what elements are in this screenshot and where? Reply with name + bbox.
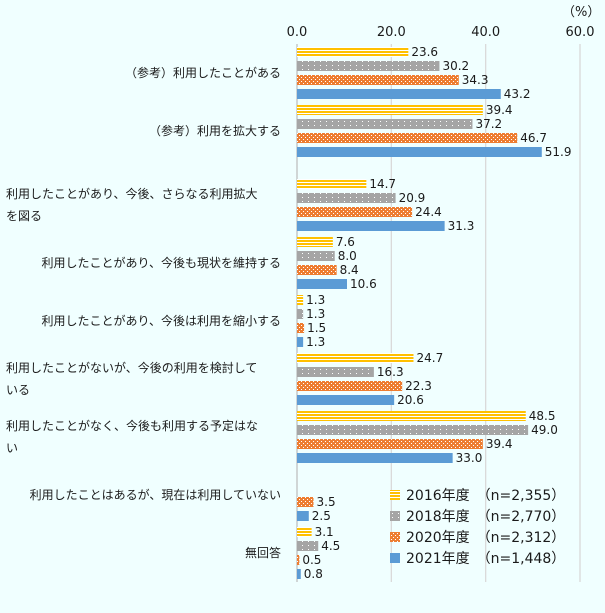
data-label: 3.5: [317, 495, 336, 509]
bar: [297, 453, 453, 463]
data-label: 46.7: [520, 131, 547, 145]
data-label: 8.4: [340, 263, 359, 277]
data-label: 1.3: [306, 307, 325, 321]
data-label: 0.8: [304, 567, 323, 581]
bar: [297, 119, 473, 129]
bar: [297, 497, 314, 507]
category-label: （参考）利用を拡大する: [149, 123, 281, 138]
bar: [297, 395, 395, 405]
category-label: を図る: [6, 209, 42, 223]
data-label: 8.0: [338, 249, 357, 263]
data-label: 39.4: [486, 437, 513, 451]
bar: [297, 193, 396, 203]
data-label: 49.0: [531, 423, 558, 437]
category-label: 利用したことがあり、今後、さらなる利用拡大: [6, 186, 258, 201]
bar: [297, 541, 319, 551]
x-tick-label: 20.0: [377, 25, 406, 40]
bar: [297, 381, 403, 391]
data-label: 1.3: [306, 335, 325, 349]
category-label: いる: [6, 383, 30, 397]
bar: [297, 555, 300, 565]
legend-label: 2018年度 （n=2,770）: [406, 509, 565, 525]
bar: [297, 89, 501, 99]
category-label: 利用したことがあり、今後は利用を縮小する: [41, 313, 281, 328]
bar: [297, 295, 304, 305]
legend-label: 2016年度 （n=2,355）: [406, 488, 565, 504]
data-label: 24.7: [417, 351, 444, 365]
x-tick-label: 0.0: [287, 25, 308, 40]
bar: [297, 439, 483, 449]
data-label: 20.9: [399, 191, 426, 205]
data-label: 0.5: [302, 553, 321, 567]
data-label: 3.1: [315, 525, 334, 539]
category-label: 利用したことがなく、今後も利用する予定はな: [6, 418, 258, 433]
bar: [297, 425, 529, 435]
bar: [297, 61, 440, 71]
data-label: 14.7: [369, 177, 396, 191]
data-label: 33.0: [456, 451, 483, 465]
data-label: 16.3: [377, 365, 404, 379]
legend-swatch: [390, 553, 400, 563]
legend-swatch: [390, 532, 400, 542]
data-label: 4.5: [321, 539, 340, 553]
bar: [297, 411, 526, 421]
data-label: 48.5: [529, 409, 556, 423]
bar: [297, 75, 459, 85]
bar: [297, 105, 483, 115]
data-label: 2.5: [312, 509, 331, 523]
legend-label: 2021年度 （n=1,448）: [406, 551, 565, 567]
bar: [297, 367, 374, 377]
bar: [297, 251, 335, 261]
category-label: い: [6, 441, 18, 455]
bar: [297, 323, 305, 333]
bar: [297, 527, 312, 537]
bar: [297, 179, 367, 189]
data-label: 1.5: [307, 321, 326, 335]
data-label: 34.3: [462, 73, 489, 87]
bar: [297, 265, 337, 275]
bar: [297, 569, 301, 579]
data-label: 31.3: [448, 219, 475, 233]
bar: [297, 511, 309, 521]
bar: [297, 47, 409, 57]
bar: [297, 279, 347, 289]
bar: [297, 237, 333, 247]
x-tick-label: 60.0: [566, 25, 595, 40]
x-tick-label: 40.0: [471, 25, 500, 40]
data-label: 23.6: [411, 45, 438, 59]
unit-label: （%）: [562, 5, 600, 20]
data-label: 51.9: [545, 145, 572, 159]
data-label: 1.3: [306, 293, 325, 307]
category-label: 利用したことはあるが、現在は利用していない: [30, 487, 281, 502]
legend-swatch: [390, 490, 400, 500]
bar: [297, 337, 304, 347]
data-label: 10.6: [350, 277, 377, 291]
data-label: 20.6: [397, 393, 424, 407]
data-label: 30.2: [442, 59, 469, 73]
bar: [297, 207, 413, 217]
data-label: 39.4: [486, 103, 513, 117]
data-label: 7.6: [336, 235, 355, 249]
data-label: 24.4: [415, 205, 442, 219]
bar: [297, 133, 518, 143]
data-label: 37.2: [475, 117, 502, 131]
bar: [297, 221, 445, 231]
bar: [297, 353, 414, 363]
legend-label: 2020年度 （n=2,312）: [406, 530, 565, 546]
data-label: 43.2: [504, 87, 531, 101]
data-label: 22.3: [405, 379, 432, 393]
category-label: 利用したことがないが、今後の利用を検討して: [6, 360, 257, 375]
bar: [297, 309, 304, 319]
category-label: 利用したことがあり、今後も現状を維持する: [41, 255, 281, 270]
category-label: 無回答: [245, 545, 281, 560]
legend-swatch: [390, 511, 400, 521]
bar: [297, 147, 542, 157]
category-label: （参考）利用したことがある: [125, 65, 281, 80]
